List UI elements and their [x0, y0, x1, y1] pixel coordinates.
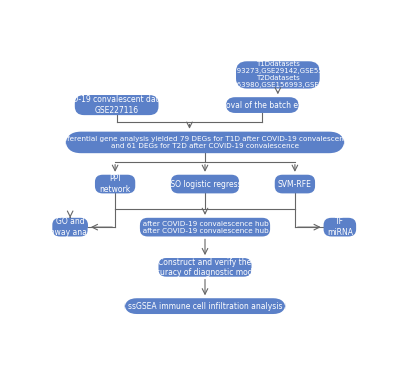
Text: TF
miRNA: TF miRNA — [327, 217, 353, 237]
FancyBboxPatch shape — [52, 218, 88, 236]
Text: GO and
pathway analysis: GO and pathway analysis — [37, 217, 104, 237]
FancyBboxPatch shape — [66, 132, 344, 153]
FancyBboxPatch shape — [75, 95, 158, 115]
Text: Construct and verify the
accuracy of diagnostic models: Construct and verify the accuracy of dia… — [147, 258, 263, 277]
FancyBboxPatch shape — [324, 218, 356, 236]
Text: Differential gene analysis yielded 79 DEGs for T1D after COVID-19 convalescence
: Differential gene analysis yielded 79 DE… — [57, 136, 353, 149]
FancyBboxPatch shape — [275, 175, 315, 193]
Text: 6 T1D after COVID-19 convalescence hub DEGs
2 T2D after COVID-19 convalescence h: 6 T1D after COVID-19 convalescence hub D… — [119, 221, 291, 233]
FancyBboxPatch shape — [171, 175, 239, 193]
FancyBboxPatch shape — [95, 175, 135, 193]
FancyBboxPatch shape — [236, 61, 320, 88]
Text: LASSO logistic regression: LASSO logistic regression — [156, 179, 254, 189]
Text: Removal of the batch effect: Removal of the batch effect — [209, 101, 316, 110]
Text: SVM-RFE: SVM-RFE — [278, 179, 312, 189]
Text: ssGSEA immune cell infiltration analysis: ssGSEA immune cell infiltration analysis — [128, 302, 282, 311]
FancyBboxPatch shape — [140, 218, 270, 236]
Text: PPI
network: PPI network — [100, 174, 131, 194]
Text: COVID-19 convalescent datasets
GSE227116: COVID-19 convalescent datasets GSE227116 — [54, 95, 179, 115]
Text: T1Ddatasets
GSE193273,GSE29142,GSE55098
T2Ddatasets
GSE163980,GSE156993,GSE9006: T1Ddatasets GSE193273,GSE29142,GSE55098 … — [218, 62, 337, 88]
FancyBboxPatch shape — [158, 258, 252, 277]
FancyBboxPatch shape — [124, 298, 286, 314]
FancyBboxPatch shape — [226, 97, 299, 113]
